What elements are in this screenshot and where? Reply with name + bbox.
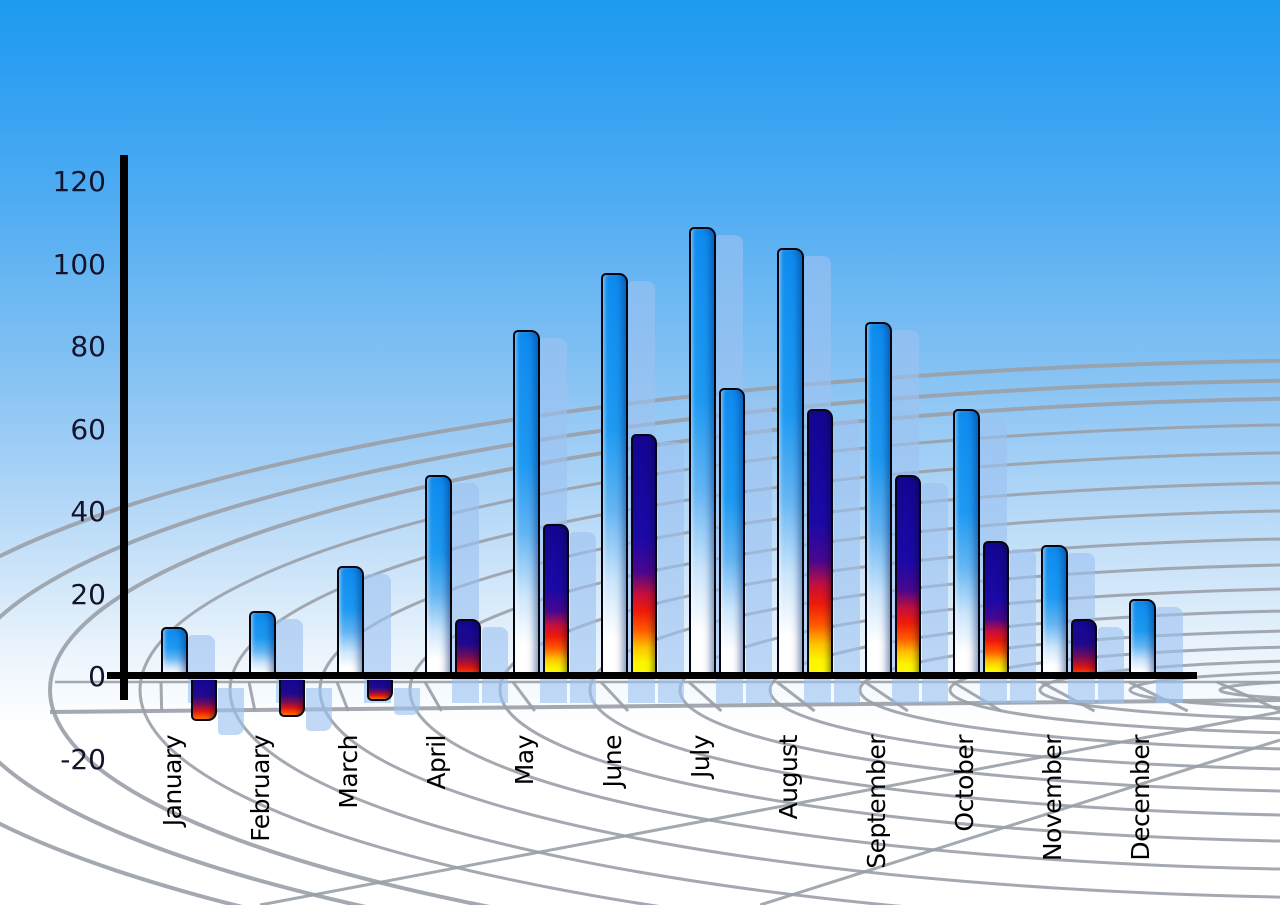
grid-ring	[858, 629, 1280, 751]
x-month-label-june: June	[598, 735, 627, 788]
x-month-label-february: February	[246, 735, 275, 842]
grid-ring	[1218, 680, 1280, 700]
bar-shadow-june-secondary	[658, 442, 684, 703]
bar-october-secondary	[983, 541, 1009, 679]
bar-january-primary	[161, 627, 188, 679]
bar-april-primary	[425, 475, 452, 679]
bar-shadow-february-secondary	[306, 688, 332, 731]
bar-february-primary	[249, 611, 276, 679]
y-tick-label-120: 120	[52, 165, 106, 198]
grid-line	[259, 710, 1280, 905]
bar-november-primary	[1041, 545, 1068, 679]
bar-april-secondary	[455, 619, 481, 679]
bar-august-primary	[777, 248, 804, 679]
bar-december-primary	[1129, 599, 1156, 679]
bar-july-primary	[689, 227, 716, 679]
bar-shadow-october-secondary	[1010, 549, 1036, 703]
bar-october-primary	[953, 409, 980, 679]
x-month-label-november: November	[1038, 735, 1067, 862]
grid-line	[335, 681, 350, 712]
y-tick-label-100: 100	[52, 247, 106, 281]
x-axis-line	[107, 672, 1197, 679]
grid-line	[423, 681, 443, 712]
bar-september-secondary	[895, 475, 921, 679]
bar-shadow-november-secondary	[1098, 627, 1124, 703]
bar-shadow-april-secondary	[482, 627, 508, 703]
y-tick-label--20: -20	[60, 742, 106, 776]
bar-may-secondary	[543, 524, 569, 679]
x-month-label-january: January	[158, 735, 187, 827]
x-month-label-october: October	[950, 735, 979, 832]
bar-may-primary	[513, 330, 540, 679]
y-tick-label-40: 40	[70, 495, 106, 528]
bar-july-secondary	[719, 388, 745, 679]
x-month-label-december: December	[1126, 735, 1155, 861]
bar-february-secondary	[279, 680, 305, 717]
x-month-label-august: August	[774, 735, 803, 820]
grid-line	[1040, 680, 1096, 713]
bar-shadow-january-secondary	[218, 688, 244, 735]
grid-line	[864, 680, 909, 713]
bar-june-primary	[601, 273, 628, 679]
grid-line	[952, 680, 1002, 713]
bar-january-secondary	[191, 680, 217, 721]
bar-shadow-december-primary	[1156, 607, 1183, 703]
y-tick-label-20: 20	[70, 577, 106, 611]
bar-shadow-september-secondary	[922, 483, 948, 703]
grid-ring	[1128, 671, 1280, 709]
bar-june-secondary	[631, 434, 657, 679]
grid-ring	[948, 645, 1280, 735]
bar-november-secondary	[1071, 619, 1097, 679]
bar-september-primary	[865, 322, 892, 679]
grid-line	[687, 680, 723, 713]
grid-line	[776, 680, 816, 713]
bar-march-primary	[337, 566, 364, 679]
grid-line	[247, 681, 257, 712]
bar-shadow-march-secondary	[394, 688, 420, 715]
grid-line	[511, 681, 536, 712]
grid-ring	[48, 396, 1280, 905]
x-month-label-march: March	[334, 735, 363, 809]
grid-line	[599, 680, 630, 713]
x-month-label-april: April	[422, 735, 451, 790]
grid-line	[159, 681, 164, 712]
y-axis-line	[120, 155, 128, 700]
y-tick-label-80: 80	[70, 330, 106, 363]
y-tick-label-60: 60	[70, 412, 106, 446]
y-tick-label-0: 0	[88, 660, 106, 693]
x-month-label-may: May	[510, 735, 539, 786]
grid-ring	[138, 423, 1280, 905]
x-month-label-july: July	[686, 735, 715, 778]
grid-ring	[1038, 659, 1280, 721]
bar-shadow-august-secondary	[834, 417, 860, 703]
grid-line	[759, 738, 1280, 905]
bar-august-secondary	[807, 409, 833, 679]
bar-shadow-july-secondary	[746, 396, 772, 703]
grid-line	[1216, 680, 1280, 713]
bar-march-secondary	[367, 680, 393, 701]
x-month-label-september: September	[862, 735, 891, 869]
